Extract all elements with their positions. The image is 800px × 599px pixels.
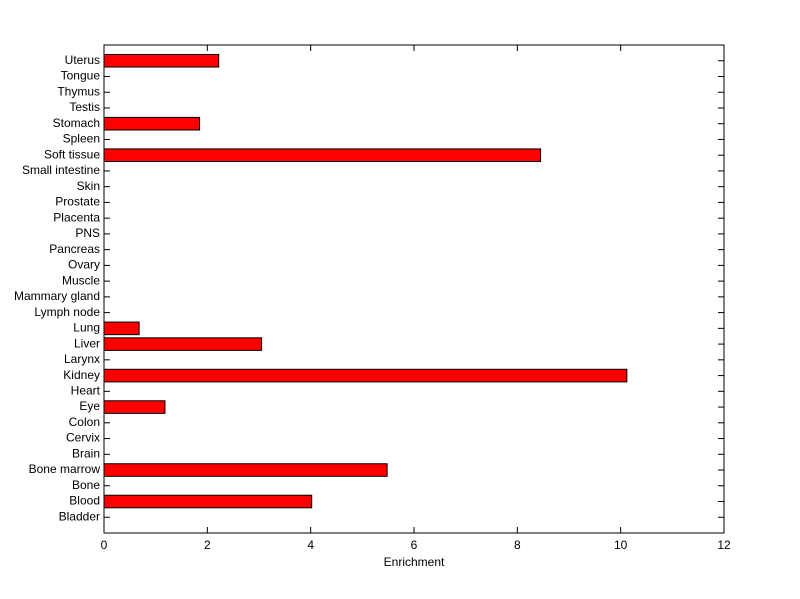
y-tick-label: Larynx: [64, 352, 100, 366]
y-tick-label: Bladder: [59, 509, 100, 523]
y-tick-label: Brain: [72, 446, 100, 460]
bar: [103, 337, 263, 351]
x-tick-label: 0: [101, 538, 108, 552]
y-tick-label: Bone: [72, 478, 100, 492]
y-tick-label: Eye: [79, 399, 100, 413]
y-tick-label: Blood: [69, 494, 100, 508]
x-axis-label: Enrichment: [384, 555, 445, 569]
y-tick-label: Spleen: [63, 132, 100, 146]
x-tick-label: 2: [204, 538, 211, 552]
y-tick-label: Muscle: [62, 273, 100, 287]
x-tick-label: 6: [411, 538, 418, 552]
y-tick-label: Testis: [69, 100, 100, 114]
bar: [103, 321, 140, 336]
y-tick-label: Lymph node: [34, 305, 100, 319]
bar: [103, 53, 220, 68]
y-tick-label: Lung: [73, 321, 100, 335]
y-tick-label: Kidney: [63, 368, 100, 382]
bar: [103, 368, 628, 383]
y-tick-label: Stomach: [53, 116, 100, 130]
bar: [103, 494, 313, 509]
y-tick-label: Bone marrow: [29, 462, 101, 476]
y-tick-label: Thymus: [57, 84, 100, 98]
y-tick-label: Liver: [74, 336, 100, 350]
y-tick-label: Colon: [69, 415, 100, 429]
x-tick-label: 8: [514, 538, 521, 552]
y-tick-label: Ovary: [68, 258, 100, 272]
bar: [103, 116, 201, 131]
x-tick-label: 4: [307, 538, 314, 552]
bar: [103, 148, 542, 162]
y-tick-label: Pancreas: [49, 242, 100, 256]
y-tick-label: Uterus: [65, 53, 100, 67]
y-tick-label: Prostate: [55, 195, 100, 209]
y-tick-label: Cervix: [66, 431, 100, 445]
bar: [103, 463, 388, 477]
x-tick-label: 10: [614, 538, 628, 552]
x-tick-label: 12: [717, 538, 731, 552]
y-tick-label: Placenta: [53, 210, 100, 224]
y-tick-label: Tongue: [61, 69, 101, 83]
y-tick-label: Heart: [71, 383, 101, 397]
bar: [103, 400, 166, 414]
y-tick-label: Mammary gland: [14, 289, 100, 303]
y-tick-label: Skin: [77, 179, 100, 193]
y-tick-label: PNS: [75, 226, 100, 240]
y-tick-label: Small intestine: [22, 163, 100, 177]
y-tick-label: Soft tissue: [44, 147, 100, 161]
